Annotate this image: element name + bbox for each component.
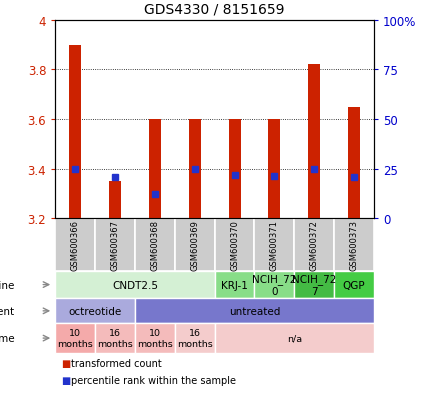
Bar: [189, 120, 201, 219]
Bar: [95, 324, 135, 353]
Text: GSM600371: GSM600371: [270, 220, 279, 271]
Text: KRJ-1: KRJ-1: [221, 280, 248, 290]
Text: GSM600367: GSM600367: [110, 220, 119, 271]
Text: 10
months: 10 months: [57, 329, 93, 348]
Text: ■: ■: [61, 358, 71, 368]
Text: percentile rank within the sample: percentile rank within the sample: [71, 375, 235, 385]
Text: untreated: untreated: [229, 306, 280, 316]
Bar: [95, 219, 135, 271]
Title: GDS4330 / 8151659: GDS4330 / 8151659: [144, 3, 285, 17]
Bar: [55, 219, 95, 271]
Bar: [135, 324, 175, 353]
Bar: [135, 219, 175, 271]
Bar: [55, 324, 95, 353]
Text: CNDT2.5: CNDT2.5: [112, 280, 158, 290]
Text: GSM600369: GSM600369: [190, 220, 199, 271]
Bar: [55, 299, 135, 324]
Bar: [269, 120, 281, 219]
Text: GSM600372: GSM600372: [310, 220, 319, 271]
Text: GSM600370: GSM600370: [230, 220, 239, 271]
Bar: [294, 271, 334, 299]
Text: 10
months: 10 months: [137, 329, 173, 348]
Bar: [334, 219, 374, 271]
Bar: [215, 271, 255, 299]
Text: NCIH_72
7: NCIH_72 7: [292, 274, 337, 296]
Bar: [255, 271, 294, 299]
Text: GSM600366: GSM600366: [71, 220, 79, 271]
Bar: [135, 299, 374, 324]
Bar: [55, 271, 215, 299]
Text: agent: agent: [0, 306, 15, 316]
Text: cell line: cell line: [0, 280, 15, 290]
Bar: [255, 219, 294, 271]
Text: QGP: QGP: [343, 280, 366, 290]
Text: transformed count: transformed count: [71, 358, 162, 368]
Bar: [348, 107, 360, 219]
Text: GSM600373: GSM600373: [350, 220, 359, 271]
Text: time: time: [0, 333, 15, 343]
Text: n/a: n/a: [287, 334, 302, 343]
Text: 16
months: 16 months: [97, 329, 133, 348]
Bar: [215, 219, 255, 271]
Bar: [308, 65, 320, 219]
Text: octreotide: octreotide: [68, 306, 122, 316]
Bar: [149, 120, 161, 219]
Bar: [294, 219, 334, 271]
Text: 16
months: 16 months: [177, 329, 212, 348]
Text: NCIH_72
0: NCIH_72 0: [252, 274, 297, 296]
Bar: [69, 45, 81, 219]
Bar: [229, 120, 241, 219]
Bar: [175, 219, 215, 271]
Bar: [109, 182, 121, 219]
Bar: [334, 271, 374, 299]
Bar: [215, 324, 374, 353]
Text: GSM600368: GSM600368: [150, 220, 159, 271]
Bar: [175, 324, 215, 353]
Text: ■: ■: [61, 375, 71, 385]
